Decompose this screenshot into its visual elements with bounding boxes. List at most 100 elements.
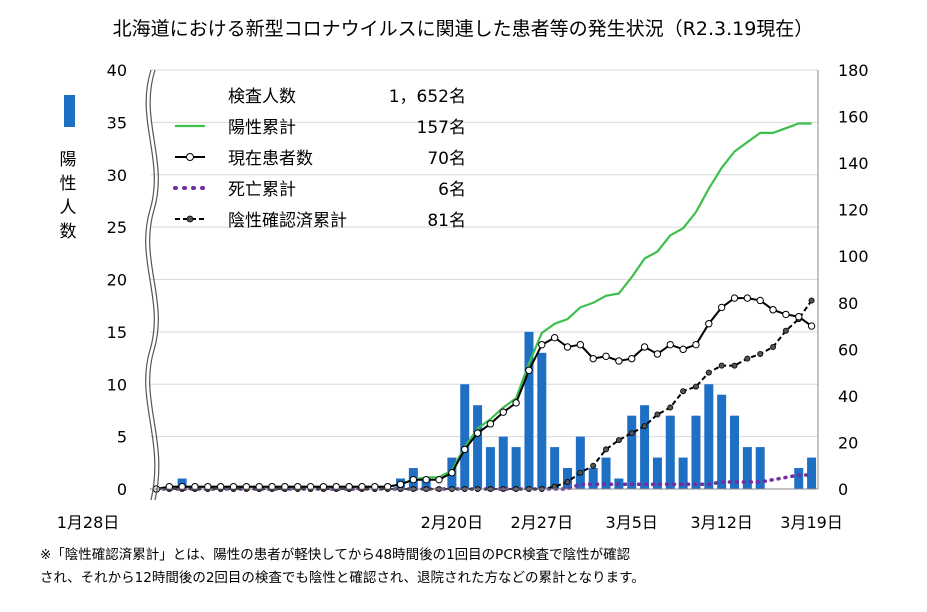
bar-daily-positive bbox=[460, 384, 470, 489]
point-current-patients bbox=[383, 482, 392, 491]
point-current-patients bbox=[448, 469, 456, 477]
left-tick-label: 30 bbox=[107, 166, 127, 185]
point-negative-confirmed bbox=[705, 369, 712, 376]
point-current-patients bbox=[525, 366, 533, 374]
point-current-patients bbox=[178, 482, 186, 491]
point-current-patients bbox=[602, 352, 610, 361]
point-current-patients bbox=[512, 399, 520, 407]
right-tick-label: 160 bbox=[838, 108, 869, 127]
bar-daily-positive bbox=[563, 468, 572, 489]
footnote-line-2: され、それから12時間後の2回目の検査でも陰性と確認され、退院された方などの累計… bbox=[40, 570, 645, 586]
point-negative-confirmed bbox=[590, 462, 597, 469]
bar-daily-positive bbox=[498, 436, 508, 489]
point-current-patients bbox=[461, 445, 469, 454]
right-axis-ticks: 0 20 40 60 80 100 120 140 160 180 bbox=[838, 61, 869, 499]
point-current-patients bbox=[795, 313, 803, 321]
left-tick-label: 35 bbox=[107, 113, 127, 132]
bar-daily-positive bbox=[652, 457, 662, 489]
right-tick-label: 60 bbox=[838, 340, 858, 359]
point-current-patients bbox=[576, 340, 585, 349]
point-current-patients bbox=[229, 482, 238, 491]
right-tick-label: 40 bbox=[838, 387, 858, 406]
point-negative-confirmed bbox=[603, 446, 610, 453]
point-negative-confirmed bbox=[718, 362, 725, 369]
bar-daily-positive bbox=[421, 478, 431, 489]
line-positive-cumulative bbox=[156, 122, 812, 491]
point-current-patients bbox=[242, 482, 251, 491]
point-current-patients bbox=[538, 340, 546, 349]
left-tick-label: 20 bbox=[107, 271, 127, 290]
left-tick-label: 25 bbox=[107, 218, 127, 237]
point-current-patients bbox=[615, 357, 623, 365]
x-tick-label: 3月19日 bbox=[780, 513, 843, 532]
bar-daily-positive bbox=[807, 457, 817, 489]
legend-label: 死亡累計 bbox=[228, 180, 296, 200]
left-tick-label: 5 bbox=[117, 428, 127, 447]
point-current-patients bbox=[589, 354, 597, 363]
point-negative-confirmed bbox=[615, 437, 622, 444]
legend-label: 陰性確認済累計 bbox=[228, 211, 347, 231]
point-negative-confirmed bbox=[782, 327, 789, 334]
point-current-patients bbox=[294, 482, 302, 491]
legend-label: 陽性累計 bbox=[228, 118, 296, 138]
point-negative-confirmed bbox=[577, 469, 584, 476]
point-current-patients bbox=[409, 475, 418, 484]
point-current-patients bbox=[666, 340, 674, 349]
x-axis-ticks: 1月28日 2月20日 2月27日 3月5日 3月12日 3月19日 bbox=[57, 513, 843, 532]
x-tick-label: 2月20日 bbox=[421, 513, 484, 532]
point-current-patients bbox=[640, 343, 649, 351]
point-current-patients bbox=[332, 482, 340, 491]
right-tick-label: 140 bbox=[838, 154, 869, 173]
point-current-patients bbox=[345, 482, 353, 491]
right-tick-label: 80 bbox=[838, 294, 858, 313]
point-current-patients bbox=[473, 429, 482, 437]
bar-daily-positive bbox=[511, 447, 521, 489]
legend-value: 1，652名 bbox=[389, 87, 466, 107]
point-negative-confirmed bbox=[654, 411, 661, 418]
line-negative-confirmed bbox=[156, 299, 813, 490]
legend-swatch-negative-marker bbox=[186, 215, 194, 223]
point-negative-confirmed bbox=[628, 430, 635, 437]
point-current-patients bbox=[563, 343, 572, 351]
bar-daily-positive bbox=[601, 457, 611, 489]
point-current-patients bbox=[499, 408, 507, 416]
point-negative-confirmed bbox=[744, 355, 751, 362]
point-current-patients bbox=[653, 350, 662, 358]
bar-daily-positive bbox=[794, 468, 804, 489]
x-tick-label: 1月28日 bbox=[57, 513, 120, 532]
point-current-patients bbox=[743, 294, 752, 302]
axis-break-wave bbox=[149, 69, 160, 501]
bar-daily-positive bbox=[575, 436, 585, 489]
point-current-patients bbox=[717, 303, 726, 312]
point-current-patients bbox=[730, 294, 739, 302]
point-negative-confirmed bbox=[667, 404, 674, 411]
left-axis-ticks: 0 5 10 15 20 25 30 35 40 bbox=[107, 61, 127, 499]
bar-daily-positive bbox=[742, 447, 752, 489]
point-negative-confirmed bbox=[808, 297, 815, 304]
right-tick-label: 100 bbox=[838, 247, 869, 266]
y-axis-label: 陽性人数 bbox=[59, 150, 77, 242]
legend-value: 70名 bbox=[427, 149, 466, 169]
left-tick-label: 40 bbox=[107, 61, 127, 80]
point-current-patients bbox=[782, 310, 790, 319]
legend-value: 6名 bbox=[438, 180, 466, 200]
axes bbox=[145, 69, 819, 501]
point-current-patients bbox=[358, 482, 366, 491]
bar-daily-positive bbox=[665, 415, 675, 489]
bar-daily-positive bbox=[640, 405, 650, 489]
right-tick-label: 0 bbox=[838, 480, 848, 499]
bar-daily-positive bbox=[755, 447, 765, 489]
bar-daily-positive bbox=[678, 457, 688, 489]
point-current-patients bbox=[486, 420, 495, 428]
point-current-patients bbox=[807, 322, 816, 330]
point-negative-confirmed bbox=[641, 423, 648, 430]
point-current-patients bbox=[692, 340, 700, 349]
legend-swatch-tests bbox=[64, 95, 75, 127]
point-current-patients bbox=[281, 482, 289, 491]
bar-daily-positive bbox=[537, 352, 547, 489]
point-current-patients bbox=[550, 333, 559, 342]
point-current-patients bbox=[204, 482, 212, 491]
bar-daily-positive bbox=[627, 415, 637, 489]
legend-label: 検査人数 bbox=[228, 87, 296, 107]
